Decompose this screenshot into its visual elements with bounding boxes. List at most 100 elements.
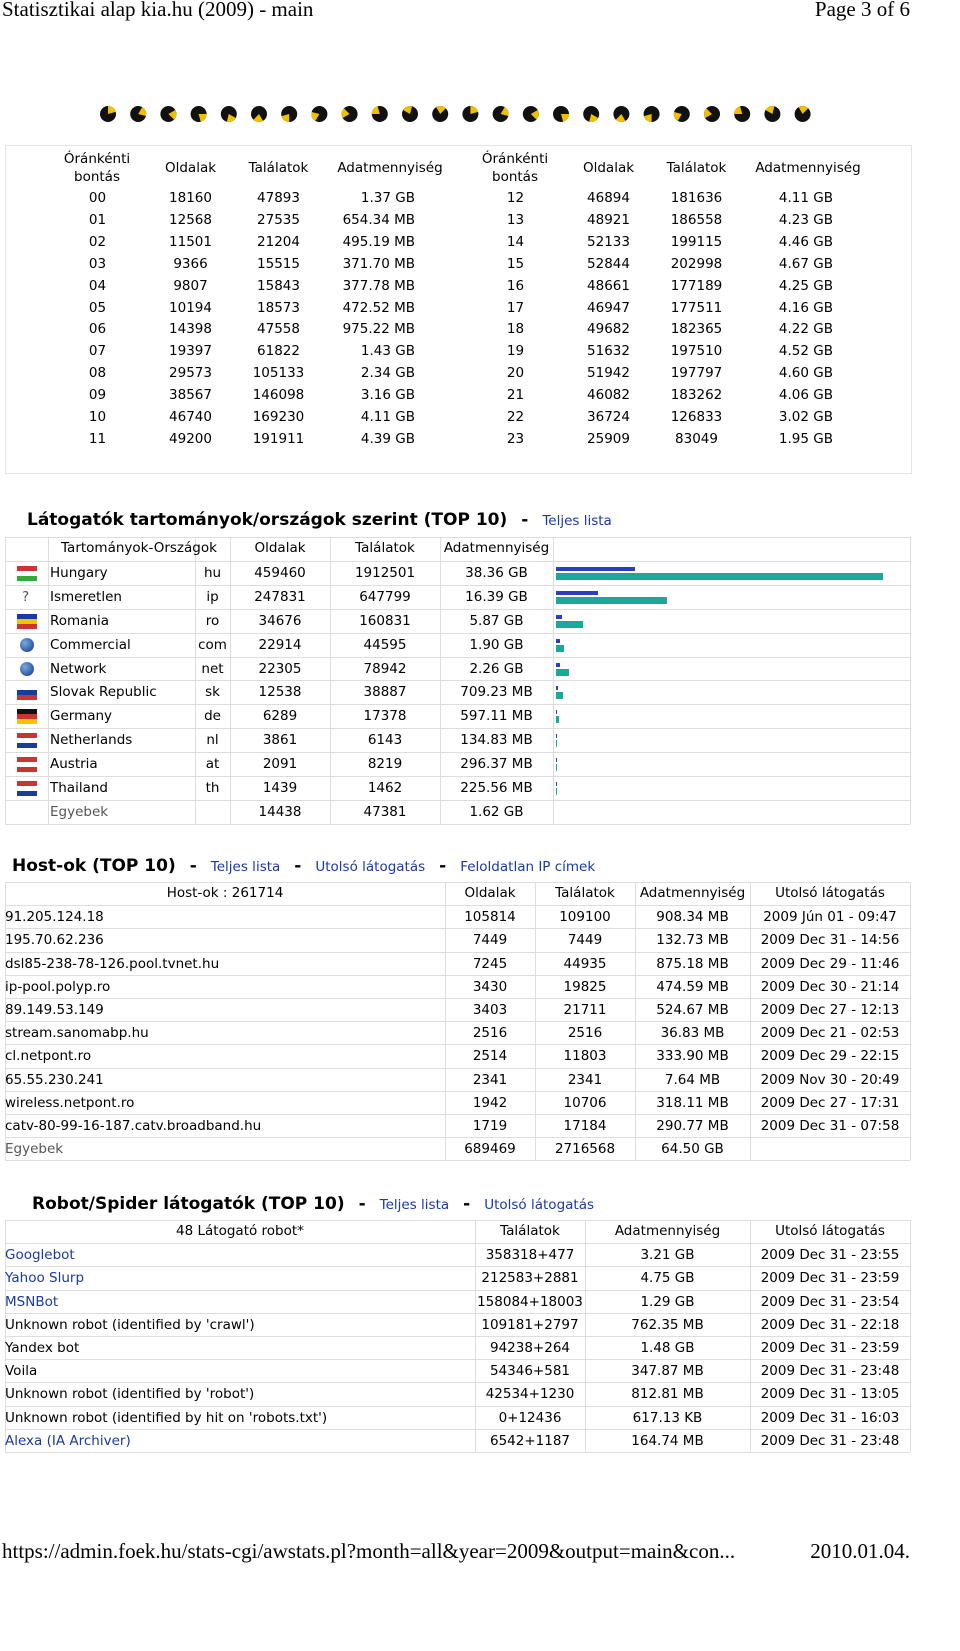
- cell: 21204: [257, 233, 300, 250]
- link[interactable]: Utolsó látogatás: [484, 1197, 595, 1213]
- cell: 1942: [472, 1094, 508, 1111]
- cell: Romania: [50, 612, 110, 629]
- cell: 2009 Dec 21 - 02:53: [760, 1025, 900, 1042]
- link[interactable]: Feloldatlan IP címek: [460, 859, 596, 875]
- link[interactable]: Teljes lista: [210, 859, 281, 875]
- grid-line: [5, 1382, 910, 1384]
- separator: -: [294, 856, 302, 876]
- flag: [17, 594, 37, 600]
- grid-line: [585, 1220, 586, 1452]
- cell: ro: [205, 612, 220, 629]
- link[interactable]: Utolsó látogatás: [315, 859, 426, 875]
- grid-line: [5, 1114, 910, 1115]
- cell: 20: [506, 365, 525, 382]
- cell: 15: [506, 255, 525, 272]
- cell: 21711: [563, 1002, 607, 1018]
- clock-icon: [492, 106, 509, 122]
- cell: 47893: [257, 190, 300, 206]
- column-header: Találatok: [500, 1223, 560, 1239]
- cell: 2009 Dec 27 - 12:13: [760, 1002, 900, 1018]
- cell: 23: [506, 430, 525, 447]
- grid-line: [5, 728, 910, 730]
- flag: [17, 791, 37, 796]
- grid-line: [445, 882, 446, 1161]
- bar: [556, 662, 560, 667]
- cell: 44935: [563, 955, 607, 972]
- cell: 15515: [257, 255, 300, 272]
- cell: 19397: [169, 343, 212, 360]
- grid-line: [195, 537, 196, 824]
- cell: 0+12436: [498, 1409, 562, 1426]
- section-heading: Látogatók tartományok/országok szerint (…: [27, 510, 508, 530]
- bar: [556, 716, 559, 724]
- cell: 38887: [363, 684, 407, 701]
- cell: 4.06 GB: [778, 387, 833, 404]
- cell: 18573: [257, 299, 300, 316]
- clock-icon: [553, 106, 569, 122]
- flag: [17, 714, 37, 720]
- globe-icon: [20, 661, 34, 676]
- cell: 17: [506, 299, 525, 316]
- clock-icon: [764, 106, 781, 122]
- cell: Ismeretlen: [50, 588, 122, 605]
- section-heading: Robot/Spider látogatók (TOP 10): [32, 1194, 345, 1214]
- cell: 25909: [587, 430, 630, 447]
- bar: [556, 620, 584, 628]
- grid-line: [5, 998, 910, 999]
- cell: 812.81 MB: [631, 1386, 704, 1403]
- cell: 2.26 GB: [469, 660, 524, 677]
- grid-line: [5, 704, 910, 706]
- column-header: Utolsó látogatás: [775, 1223, 885, 1239]
- cell: 2009 Dec 31 - 13:05: [760, 1386, 900, 1403]
- clock-icon: [794, 105, 811, 122]
- cell: stream.sanomabp.hu: [5, 1025, 149, 1042]
- grid-line: [5, 905, 910, 907]
- grid-line: [553, 537, 554, 824]
- cell: Netherlands: [50, 732, 133, 749]
- link[interactable]: Teljes lista: [542, 513, 612, 529]
- cell: 34676: [258, 612, 302, 629]
- cell: 186558: [670, 211, 723, 228]
- cell: 908.34 MB: [656, 909, 729, 926]
- cell[interactable]: Yahoo Slurp: [5, 1270, 85, 1287]
- cell: 1.37 GB: [360, 190, 415, 206]
- cell[interactable]: MSNBot: [5, 1293, 59, 1310]
- grid-line: [535, 882, 536, 1161]
- grid-line: [5, 951, 910, 953]
- flag: [17, 709, 37, 715]
- cell: ip-pool.polyp.ro: [5, 978, 111, 995]
- grid-line: [910, 1220, 911, 1452]
- bar: [556, 590, 599, 595]
- bar: [556, 614, 562, 619]
- cell[interactable]: Alexa (IA Archiver): [5, 1432, 131, 1449]
- flag: [17, 623, 37, 629]
- link[interactable]: Teljes lista: [379, 1197, 450, 1213]
- cell: wireless.netpont.ro: [5, 1094, 135, 1111]
- grid-line: [5, 776, 910, 777]
- cell[interactable]: Googlebot: [5, 1247, 75, 1264]
- clock-icon: [522, 106, 539, 122]
- clock-icon: [673, 106, 690, 122]
- cell: 42534+1230: [485, 1386, 575, 1403]
- cell: 16.39 GB: [465, 588, 528, 605]
- cell: 21: [506, 387, 525, 404]
- cell: 2009 Dec 31 - 07:58: [760, 1118, 900, 1134]
- unknown-icon: ?: [22, 588, 30, 605]
- cell: 11501: [169, 233, 212, 250]
- cell: 158084+18003: [477, 1293, 583, 1310]
- cell: Voila: [5, 1363, 38, 1380]
- bar: [556, 638, 560, 643]
- cell: at: [205, 756, 220, 773]
- cell: 472.52 MB: [342, 299, 415, 316]
- cell: 46894: [587, 190, 630, 206]
- cell: de: [204, 708, 221, 725]
- cell: 358318+477: [485, 1247, 575, 1264]
- cell: 318.11 MB: [656, 1094, 729, 1111]
- cell: 51942: [587, 365, 630, 382]
- grid-line: [5, 537, 6, 824]
- cell: 3.16 GB: [360, 387, 415, 404]
- column-header: Találatok: [666, 160, 727, 176]
- cell: 709.23 MB: [460, 684, 533, 701]
- grid-line: [475, 1220, 476, 1452]
- cell: 105814: [464, 909, 516, 926]
